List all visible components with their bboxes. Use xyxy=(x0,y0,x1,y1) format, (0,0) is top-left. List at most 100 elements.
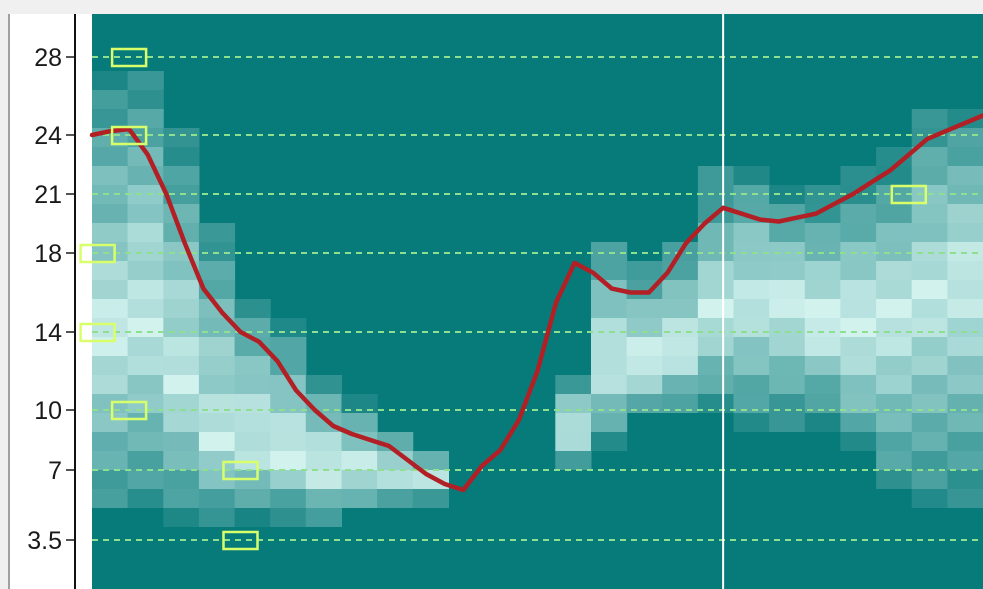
heatmap-cell xyxy=(876,204,913,223)
heatmap-cell xyxy=(341,394,378,413)
heatmap-cell xyxy=(876,166,913,185)
heatmap-cell xyxy=(163,394,200,413)
heatmap-cell xyxy=(92,242,129,261)
heatmap-cell xyxy=(733,318,770,337)
heatmap-cell xyxy=(341,451,378,470)
heatmap-cell xyxy=(662,318,699,337)
y-axis-panel xyxy=(10,14,74,589)
window-left-edge xyxy=(8,14,10,589)
heatmap-cell xyxy=(127,185,164,204)
heatmap-cell xyxy=(163,489,200,508)
heatmap-cell xyxy=(804,375,841,394)
marker-box xyxy=(110,47,148,68)
heatmap-cell xyxy=(270,318,307,337)
heatmap-cell xyxy=(840,413,877,432)
heatmap-cell xyxy=(840,204,877,223)
heatmap-cell xyxy=(804,413,841,432)
y-axis-line xyxy=(74,14,76,589)
y-tick-label: 21 xyxy=(34,181,62,209)
heatmap-cell xyxy=(163,451,200,470)
heatmap-cell xyxy=(305,451,342,470)
heatmap-cell xyxy=(697,261,735,280)
heatmap-cell xyxy=(163,280,200,299)
heatmap-cell xyxy=(804,223,841,242)
window-top-border xyxy=(0,0,983,14)
heatmap-cell xyxy=(591,375,628,394)
y-tick-labels: 3.5 7 10 14 18 21 24 28 xyxy=(27,44,74,555)
heatmap-cell xyxy=(947,394,983,413)
heatmap-cell xyxy=(412,489,449,508)
heatmap-cell xyxy=(697,280,735,299)
heatmap-cell xyxy=(876,394,913,413)
line-series xyxy=(89,113,983,493)
heatmap-cell xyxy=(876,242,913,261)
heatmap-cell xyxy=(234,451,271,470)
heatmap-cell xyxy=(769,242,806,261)
heatmap-cell xyxy=(733,413,770,432)
heatmap-cell xyxy=(947,375,983,394)
heatmap-cell xyxy=(591,299,628,318)
heatmap-cell xyxy=(911,375,948,394)
heatmap-cell xyxy=(198,242,236,261)
heatmap-cell xyxy=(804,242,841,261)
heatmap-cell xyxy=(840,242,877,261)
heatmap-cell xyxy=(127,318,164,337)
y-tick-label: 3.5 xyxy=(27,527,62,555)
heatmap-cell xyxy=(840,299,877,318)
heatmap-cell xyxy=(127,280,164,299)
heatmap-cell xyxy=(377,489,414,508)
heatmap-cell xyxy=(840,356,877,375)
heatmap-cell xyxy=(733,280,770,299)
heatmap-cell xyxy=(163,413,200,432)
heatmap-cell xyxy=(876,432,913,451)
heatmap-cell xyxy=(662,337,699,356)
heatmap-cell xyxy=(697,223,735,242)
heatmap-cell xyxy=(92,204,129,223)
heatmap-cell xyxy=(270,413,307,432)
heatmap-cell xyxy=(591,413,628,432)
heatmap-cell xyxy=(769,356,806,375)
heatmap-cell xyxy=(305,489,342,508)
heatmap-cell xyxy=(911,451,948,470)
heatmap-cell xyxy=(412,451,449,470)
heatmap-cell xyxy=(911,318,948,337)
heatmap-cell xyxy=(198,413,236,432)
heatmap-cell xyxy=(270,470,307,489)
heatmap-cell xyxy=(769,280,806,299)
heatmap-cell xyxy=(92,71,129,90)
marker-box xyxy=(79,243,116,264)
heatmap-cell xyxy=(911,394,948,413)
heatmap-cell xyxy=(92,394,129,413)
heatmap-area[interactable] xyxy=(92,14,983,589)
heatmap-cell xyxy=(163,128,200,147)
marker-box xyxy=(222,460,259,481)
heatmap-cell xyxy=(412,470,449,489)
heatmap-cell xyxy=(626,299,663,318)
heatmap-cell xyxy=(769,299,806,318)
heatmap-cell xyxy=(270,394,307,413)
heatmap-cell xyxy=(198,375,236,394)
heatmap-cell xyxy=(947,109,983,128)
heatmap-cell xyxy=(127,489,164,508)
heatmap-cell xyxy=(947,280,983,299)
heatmap-cell xyxy=(626,337,663,356)
heatmap-cell xyxy=(697,375,735,394)
heatmap-cell xyxy=(555,394,592,413)
heatmap-cell xyxy=(591,318,628,337)
heatmap-cell xyxy=(804,337,841,356)
heatmap-cell xyxy=(127,451,164,470)
heatmap-cell xyxy=(626,261,663,280)
heatmap-cell xyxy=(270,508,307,527)
heatmap-cell xyxy=(127,71,164,90)
heatmap-cell xyxy=(163,470,200,489)
heatmap-cell xyxy=(591,432,628,451)
heatmap-cell xyxy=(92,356,129,375)
heatmap-cell xyxy=(591,280,628,299)
heatmap-cell xyxy=(591,337,628,356)
heatmap-cell xyxy=(804,261,841,280)
heatmap-cell xyxy=(804,280,841,299)
heatmap-cell xyxy=(127,242,164,261)
heatmap-cell xyxy=(662,394,699,413)
heatmap-cell xyxy=(876,356,913,375)
